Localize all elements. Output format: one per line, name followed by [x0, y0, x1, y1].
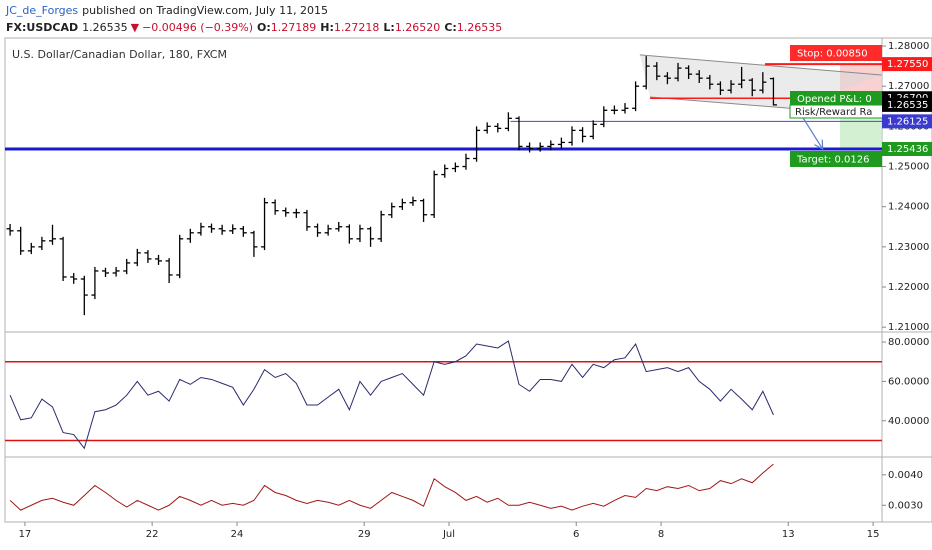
y-tick-label: 0.0040 [888, 470, 923, 481]
y-tick-label: 1.27000 [888, 81, 929, 92]
x-tick-label: Jul [442, 529, 455, 540]
y-tick-label: 1.25000 [888, 162, 929, 173]
published: published on TradingView.com, July 11, 2… [82, 4, 328, 17]
y-tick-label: 1.24000 [888, 202, 929, 213]
quote-line: FX:USDCAD 1.26535 ▼ −0.00496 (−0.39%) O:1.27… [6, 21, 502, 34]
x-tick-label: 29 [358, 529, 371, 540]
y-tick-label: 1.23000 [888, 242, 929, 253]
change: −0.00496 (−0.39%) [142, 21, 253, 34]
x-tick-label: 15 [867, 529, 880, 540]
rr-box [789, 104, 882, 119]
ohlc-key: C: [444, 21, 456, 34]
pnl-box [790, 91, 882, 106]
y-tick-label: 1.22000 [888, 282, 929, 293]
price-label-box [882, 57, 932, 72]
author[interactable]: JC_de_Forges [5, 4, 78, 17]
stop-box [790, 45, 882, 61]
header-line: JC_de_Forges published on TradingView.com… [5, 4, 328, 17]
chart-title: U.S. Dollar/Canadian Dollar, 180, FXCM [12, 48, 227, 61]
axes: 1.280001.270001.260001.250001.240001.230… [19, 41, 932, 540]
y-tick-label: 0.0030 [888, 500, 923, 511]
price-label-box [882, 142, 932, 157]
price-label: 1.25436 [887, 144, 928, 155]
stop-label: Stop: 0.00850 [797, 49, 868, 60]
price-label-box [882, 114, 932, 129]
y-tick-label: 1.28000 [888, 41, 929, 52]
y-tick-label: 60.0000 [888, 376, 929, 387]
ohlc-value: 1.27218 [334, 21, 380, 34]
position-notes: Stop: 0.00850 Opened P&L: 0 Risk/Reward … [789, 45, 882, 167]
indicator-pane [9, 463, 774, 511]
target-label: Target: 0.0126 [796, 155, 869, 166]
price-label: 1.26125 [887, 116, 928, 127]
indicator-line [9, 463, 774, 511]
ohlc-key: L: [383, 21, 394, 34]
ohlc-value: 1.27189 [271, 21, 317, 34]
rr-label: Risk/Reward Ra [795, 107, 872, 118]
x-tick-label: 13 [782, 529, 795, 540]
price-label: 1.27550 [887, 59, 928, 70]
pnl-label: Opened P&L: 0 [797, 94, 872, 105]
ohlc-value: 1.26535 [457, 21, 503, 34]
price-label-box [882, 97, 932, 112]
rsi-pane [5, 340, 882, 450]
x-tick-label: 24 [231, 529, 244, 540]
last: 1.26535 [82, 21, 128, 34]
x-tick-label: 17 [19, 529, 32, 540]
frame [4, 37, 932, 523]
x-tick-label: 6 [573, 529, 579, 540]
price-label: 1.26535 [887, 100, 928, 111]
price-pane [5, 54, 882, 316]
symbol: FX:USDCAD [6, 21, 78, 34]
x-tick-label: 22 [146, 529, 159, 540]
channel-line [639, 54, 882, 76]
ohlc-key: O: [257, 21, 271, 34]
y-tick-label: 80.0000 [888, 337, 929, 348]
y-tick-label: 40.0000 [888, 416, 929, 427]
arrow: ▼ [131, 21, 140, 34]
y-tick-label: 1.21000 [888, 322, 929, 333]
arrow [799, 112, 822, 148]
target-box [790, 151, 882, 167]
x-tick-label: 8 [658, 529, 664, 540]
ohlc-key: H: [320, 21, 334, 34]
ohlc-value: 1.26520 [395, 21, 441, 34]
indicator-line [9, 340, 774, 450]
